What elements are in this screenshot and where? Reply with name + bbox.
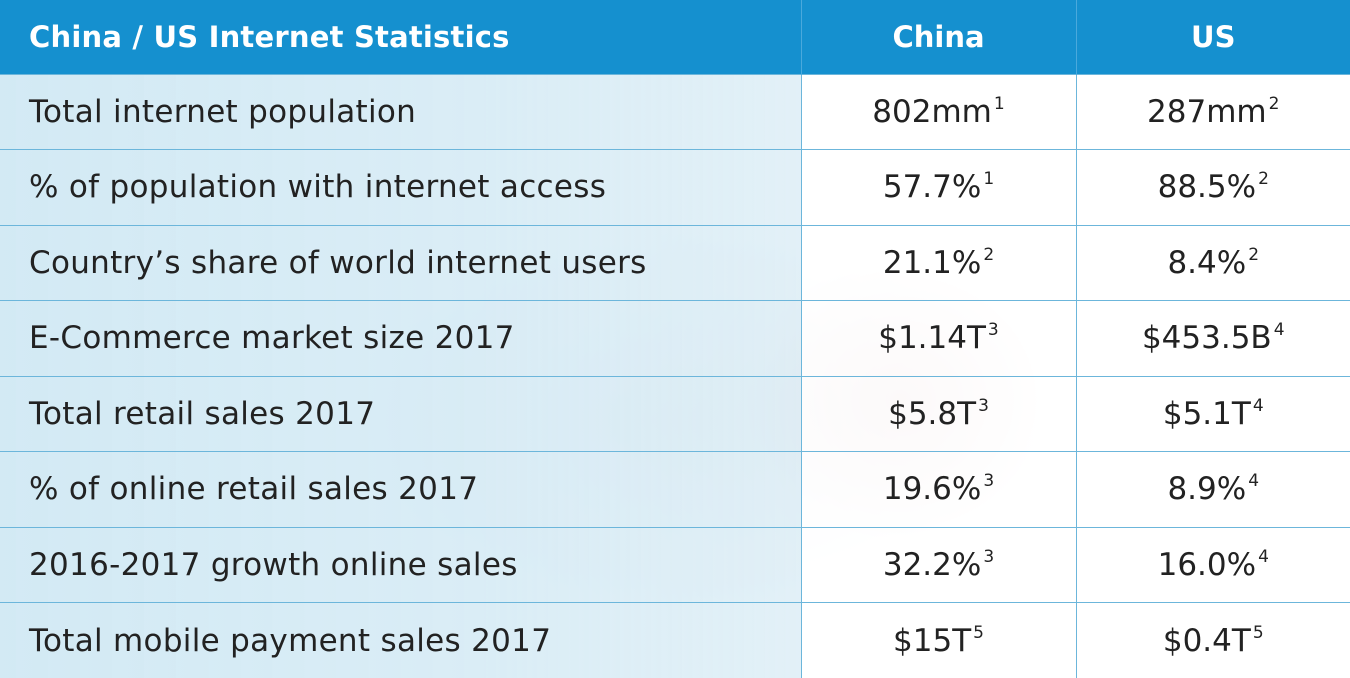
header-row: China / US Internet Statistics China US (0, 0, 1350, 74)
footnote-marker: 3 (987, 320, 999, 341)
footnote-marker: 5 (973, 622, 984, 643)
footnote-marker: 1 (993, 93, 1005, 114)
footnote-marker: 4 (1248, 471, 1260, 492)
column-header-us: US (1191, 19, 1236, 54)
footnote-marker: 4 (1252, 395, 1264, 416)
column-header-china: China (801, 0, 1077, 74)
table-row: E-Commerce market size 2017 $1.14T 3 $453… (0, 300, 1350, 376)
china-value: 802mm 1 (801, 73, 1077, 150)
table-row: Total mobile payment sales 2017 $15T 5 $0… (0, 602, 1350, 678)
row-label: Total internet population (0, 73, 802, 150)
footnote-marker: 2 (1268, 93, 1280, 114)
footnote-marker: 3 (983, 471, 995, 492)
china-value: 21.1% 2 (801, 224, 1077, 301)
table-title: China / US Internet Statistics (0, 0, 802, 74)
value-text: 88.5% (1157, 169, 1257, 206)
footnote-marker: 5 (1252, 622, 1264, 643)
us-value: 88.5% 2 (1076, 149, 1350, 225)
row-label: Total mobile payment sales 2017 (0, 602, 802, 678)
row-label: Country’s share of world internet users (0, 224, 802, 301)
footnote-marker: 4 (1258, 546, 1269, 567)
us-value: 8.4% 2 (1076, 224, 1350, 301)
footnote-marker: 2 (983, 244, 995, 265)
china-value: $15T 5 (801, 602, 1077, 678)
footnote-marker: 4 (1273, 320, 1285, 341)
footnote-marker: 3 (978, 395, 989, 416)
value-text: 57.7% (882, 169, 982, 206)
value-text: 8.4% (1167, 244, 1247, 281)
table-row: Total retail sales 2017 $5.8T 3 $5.1T 4 (0, 375, 1350, 452)
footnote-marker: 2 (1258, 169, 1269, 190)
us-value: 287mm 2 (1076, 73, 1350, 150)
value-text: 802mm (872, 93, 992, 130)
value-text: $1.14T (878, 320, 986, 357)
value-text: $453.5B (1141, 320, 1272, 357)
row-label: % of population with internet access (0, 149, 802, 225)
row-label: % of online retail sales 2017 (0, 451, 802, 527)
china-value: $5.8T 3 (801, 375, 1077, 452)
us-value: $453.5B 4 (1076, 300, 1350, 376)
value-text: $5.8T (888, 395, 977, 432)
value-text: $5.1T (1162, 395, 1251, 432)
footnote-marker: 2 (1248, 244, 1260, 265)
china-value: $1.14T 3 (801, 300, 1077, 376)
row-label: E-Commerce market size 2017 (0, 300, 802, 376)
china-value: 32.2% 3 (801, 526, 1077, 603)
footnote-marker: 1 (983, 169, 995, 190)
china-value: 57.7% 1 (801, 149, 1077, 225)
value-text: 8.9% (1167, 471, 1247, 508)
value-text: 16.0% (1157, 546, 1257, 583)
us-value: $5.1T 4 (1076, 375, 1350, 452)
row-label: 2016-2017 growth online sales (0, 526, 802, 603)
value-text: $0.4T (1162, 622, 1251, 659)
value-text: 21.1% (882, 244, 982, 281)
table-row: % of population with internet access 57.… (0, 149, 1350, 225)
footnote-marker: 3 (983, 546, 995, 567)
us-value: 8.9% 4 (1076, 451, 1350, 527)
us-value: $0.4T 5 (1076, 602, 1350, 678)
china-value: 19.6% 3 (801, 451, 1077, 527)
table-row: Total internet population 802mm 1 287mm 2 (0, 73, 1350, 150)
table-row: 2016-2017 growth online sales 32.2% 3 16.… (0, 526, 1350, 603)
value-text: 287mm (1147, 93, 1267, 130)
table-row: Country’s share of world internet users … (0, 224, 1350, 301)
us-value: 16.0% 4 (1076, 526, 1350, 603)
value-text: 32.2% (882, 546, 982, 583)
value-text: 19.6% (882, 471, 982, 508)
row-label: Total retail sales 2017 (0, 375, 802, 452)
value-text: $15T (893, 622, 972, 659)
table-row: % of online retail sales 2017 19.6% 3 8.9… (0, 451, 1350, 527)
